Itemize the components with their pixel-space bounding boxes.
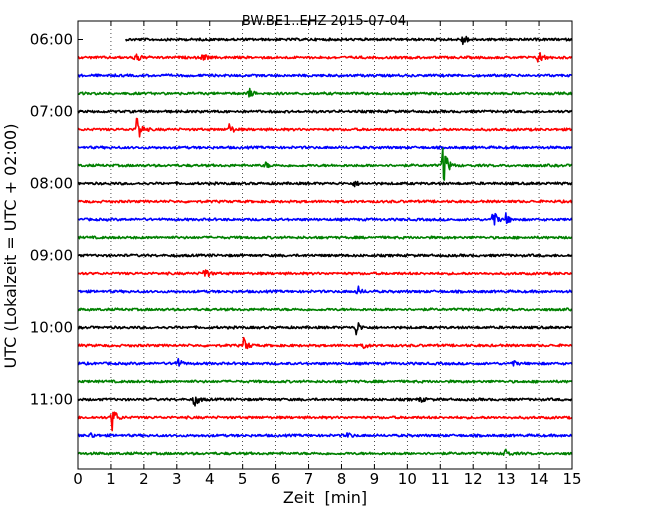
trace-layer: [77, 35, 573, 456]
trace-row-1015: [77, 336, 573, 350]
x-tick-label: 1: [106, 470, 116, 488]
trace-row-0600: [125, 35, 573, 46]
trace-row-1030: [77, 357, 573, 367]
y-axis: 06:00 07:00 08:00 09:00 10:00 11:00: [30, 31, 572, 409]
x-axis: 0 1 2 3 4 5 6 7 8 9 10 11 12 13 14 15: [73, 21, 582, 488]
vertical-grid: [110, 21, 540, 469]
plot-frame: [77, 20, 573, 470]
y-tick-label: 10:00: [30, 319, 73, 337]
trace-row-1000: [77, 322, 573, 336]
x-tick-label: 14: [530, 470, 549, 488]
trace-row-1145: [77, 448, 573, 456]
x-tick-label: 5: [238, 470, 248, 488]
x-tick-label: 4: [205, 470, 215, 488]
trace-row-0615: [77, 51, 573, 63]
trace-row-0630: [77, 73, 573, 78]
trace-row-0730: [77, 145, 573, 150]
y-tick-label: 08:00: [30, 175, 73, 193]
trace-row-1100: [77, 396, 573, 407]
y-tick-label: 06:00: [30, 31, 73, 49]
trace-row-0800: [77, 180, 573, 188]
x-tick-label: 12: [464, 470, 483, 488]
trace-row-1045: [77, 379, 573, 384]
trace-row-0930: [77, 285, 573, 295]
x-tick-label: 13: [497, 470, 516, 488]
x-tick-label: 2: [139, 470, 149, 488]
x-tick-label: 9: [370, 470, 380, 488]
trace-row-0745: [77, 147, 573, 181]
y-axis-label: UTC (Lokalzeit = UTC + 02:00): [1, 124, 20, 369]
trace-row-0845: [77, 235, 573, 240]
trace-row-0900: [77, 253, 573, 258]
trace-row-0830: [77, 212, 573, 226]
trace-row-0915: [77, 269, 573, 278]
x-tick-label: 3: [172, 470, 182, 488]
x-tick-label: 15: [562, 470, 581, 488]
y-tick-label: 07:00: [30, 103, 73, 121]
x-tick-label: 10: [398, 470, 417, 488]
y-tick-label: 09:00: [30, 247, 73, 265]
x-tick-label: 11: [431, 470, 450, 488]
trace-row-0815: [77, 199, 573, 204]
y-tick-label: 11:00: [30, 391, 73, 409]
trace-row-1130: [77, 432, 573, 438]
x-axis-label: Zeit [min]: [283, 488, 367, 507]
trace-row-0715: [77, 117, 573, 138]
x-tick-label: 6: [271, 470, 281, 488]
trace-row-0700: [77, 109, 573, 114]
x-tick-label: 8: [337, 470, 347, 488]
trace-row-0645: [77, 87, 573, 98]
trace-row-1115: [77, 411, 573, 432]
x-tick-label: 0: [73, 470, 83, 488]
x-tick-label: 7: [304, 470, 314, 488]
trace-row-0945: [77, 307, 573, 312]
